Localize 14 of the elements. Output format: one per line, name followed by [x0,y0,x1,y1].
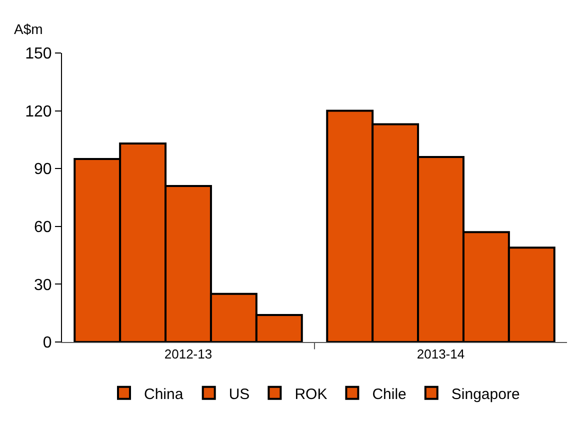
y-axis-title: A$m [14,21,43,37]
y-tick-label: 90 [34,161,52,178]
legend-label: ROK [294,386,328,403]
y-tick-label: 30 [34,276,52,294]
y-tick-label: 60 [34,219,52,236]
x-tick-label: 2013-14 [416,346,465,362]
legend-label: Chile [372,386,406,403]
y-tick-label: 0 [42,334,52,352]
y-tick-label: 150 [25,46,52,63]
legend-label: US [228,386,250,403]
legend-label: China [144,386,184,403]
y-tick-label: 120 [25,103,52,120]
legend-label: Singapore [451,386,520,403]
x-tick-label: 2012-13 [164,346,212,362]
